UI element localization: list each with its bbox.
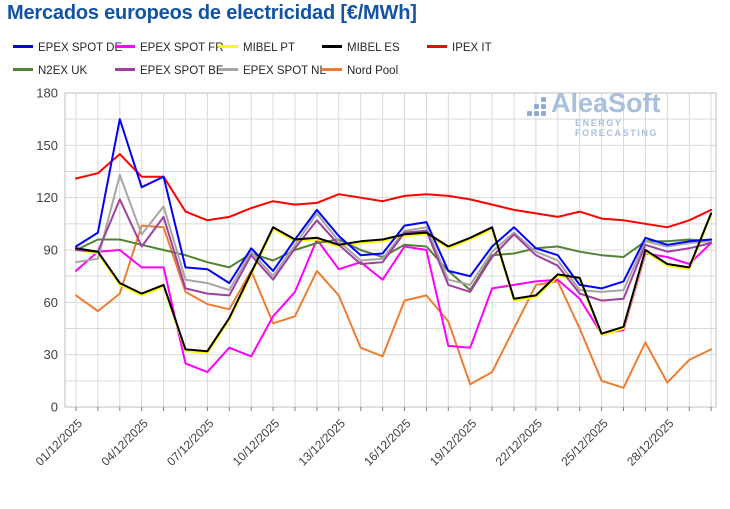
x-axis-label: 19/12/2025: [427, 416, 480, 469]
legend-swatch-epex-spot-de: [13, 45, 33, 49]
legend-swatch-nord-pool: [322, 68, 342, 72]
legend-label: EPEX SPOT DE: [38, 41, 123, 54]
plot-border: [64, 92, 717, 408]
legend-swatch-epex-spot-fr: [115, 45, 135, 49]
legend-label: Nord Pool: [347, 64, 399, 77]
x-axis-label: 16/12/2025: [361, 416, 414, 469]
legend-label: MIBEL ES: [347, 41, 400, 54]
legend-swatch-mibel-es: [322, 45, 342, 49]
page-title: Mercados europeos de electricidad [€/MWh…: [7, 2, 417, 24]
legend-label: N2EX UK: [38, 64, 88, 77]
x-axis-label: 22/12/2025: [493, 416, 546, 469]
x-axis-label: 13/12/2025: [296, 416, 349, 469]
legend-swatch-ipex-it: [427, 45, 447, 49]
legend-item-mibel-pt: MIBEL PT: [218, 39, 295, 55]
y-axis-label: 150: [36, 138, 58, 153]
x-axis-label: 28/12/2025: [624, 416, 677, 469]
series-line-epex-spot-de: [75, 118, 713, 290]
legend-item-n2ex-uk: N2EX UK: [13, 62, 87, 78]
y-axis-label: 120: [36, 190, 58, 205]
y-axis-label: 0: [51, 400, 58, 415]
legend-swatch-mibel-pt: [218, 45, 238, 49]
x-axis-label: 04/12/2025: [98, 416, 151, 469]
legend-item-epex-spot-nl: EPEX SPOT NL: [218, 62, 326, 78]
legend-item-ipex-it: IPEX IT: [427, 39, 492, 55]
legend-swatch-epex-spot-be: [115, 68, 135, 72]
legend-label: EPEX SPOT BE: [140, 64, 224, 77]
legend-item-epex-spot-be: EPEX SPOT BE: [115, 62, 224, 78]
legend-label: IPEX IT: [452, 41, 492, 54]
legend-swatch-epex-spot-nl: [218, 68, 238, 72]
legend-label: EPEX SPOT FR: [140, 41, 224, 54]
series-line-ipex-it: [75, 153, 713, 229]
legend-item-epex-spot-fr: EPEX SPOT FR: [115, 39, 224, 55]
legend-swatch-n2ex-uk: [13, 68, 33, 72]
series-line-epex-spot-nl: [75, 174, 713, 293]
series-line-epex-spot-be: [75, 198, 713, 302]
y-axis-label: 60: [44, 295, 58, 310]
series-line-mibel-es: [75, 212, 713, 353]
x-axis-label: 07/12/2025: [164, 416, 217, 469]
legend-label: EPEX SPOT NL: [243, 64, 326, 77]
x-axis-label: 10/12/2025: [230, 416, 283, 469]
chart-legend: EPEX SPOT DE EPEX SPOT FR MIBEL PT MIBEL ES…: [0, 0, 730, 86]
y-axis-label: 180: [36, 86, 58, 101]
legend-item-epex-spot-de: EPEX SPOT DE: [13, 39, 122, 55]
y-axis-label: 30: [44, 347, 58, 362]
legend-item-mibel-es: MIBEL ES: [322, 39, 400, 55]
legend-label: MIBEL PT: [243, 41, 295, 54]
x-axis-label: 01/12/2025: [33, 416, 86, 469]
x-axis-label: 25/12/2025: [558, 416, 611, 469]
legend-item-nord-pool: Nord Pool: [322, 62, 398, 78]
y-axis-label: 90: [44, 243, 58, 258]
series-line-nord-pool: [75, 224, 713, 389]
